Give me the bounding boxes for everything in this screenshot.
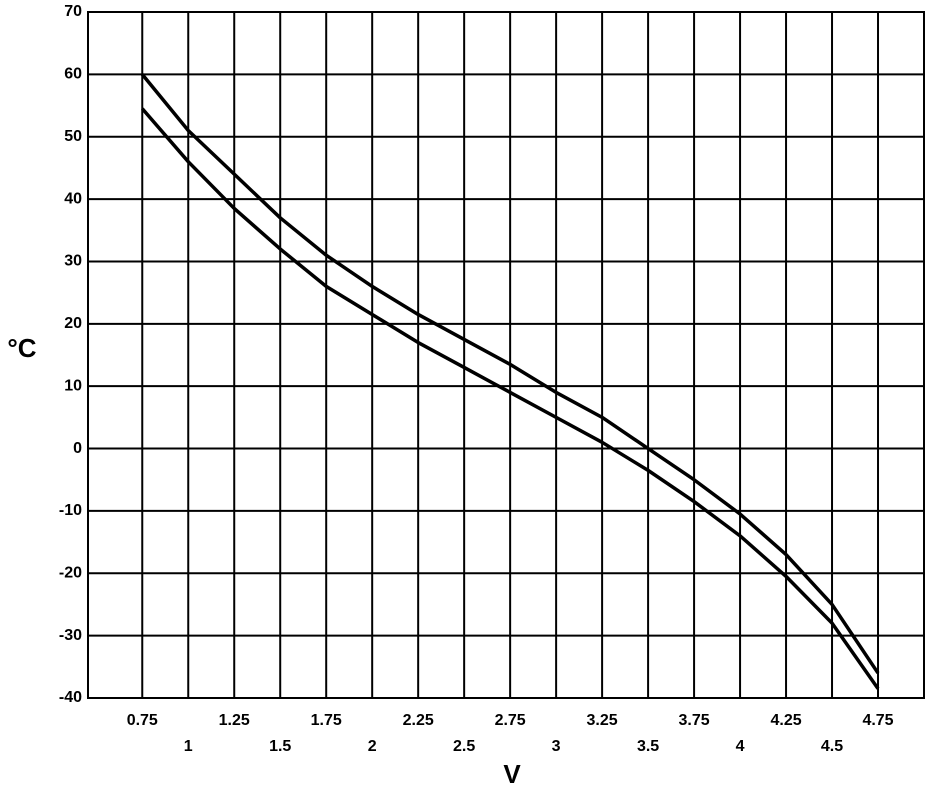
x-tick-label: 0.75 bbox=[127, 712, 158, 729]
y-tick-label: 50 bbox=[64, 128, 82, 145]
x-tick-label: 4.25 bbox=[770, 712, 801, 729]
y-tick-label: 40 bbox=[64, 190, 82, 207]
series-line bbox=[140, 73, 880, 675]
series-line bbox=[140, 107, 880, 690]
y-tick-label: 20 bbox=[64, 315, 82, 332]
x-tick-label: 2.5 bbox=[453, 738, 475, 755]
y-axis-label: °C bbox=[7, 333, 36, 363]
x-axis-label: V bbox=[503, 759, 521, 789]
x-tick-label: 1.25 bbox=[219, 712, 250, 729]
y-tick-label: 0 bbox=[73, 440, 82, 457]
x-tick-label: 3 bbox=[552, 738, 561, 755]
x-tick-label: 2.25 bbox=[403, 712, 434, 729]
x-tick-label: 4 bbox=[736, 738, 745, 755]
plot-frame bbox=[87, 11, 925, 699]
y-tick-label: 70 bbox=[64, 3, 82, 20]
x-tick-label: 3.75 bbox=[679, 712, 710, 729]
y-tick-label: 30 bbox=[64, 253, 82, 270]
y-tick-label: -10 bbox=[59, 502, 82, 519]
y-tick-label: -40 bbox=[59, 689, 82, 706]
y-tick-label: -20 bbox=[59, 564, 82, 581]
x-tick-label: 2 bbox=[368, 738, 377, 755]
x-tick-label: 3.25 bbox=[587, 712, 618, 729]
x-tick-label: 1.75 bbox=[311, 712, 342, 729]
x-tick-label: 4.5 bbox=[821, 738, 843, 755]
x-tick-label: 1.5 bbox=[269, 738, 291, 755]
y-tick-label: -30 bbox=[59, 627, 82, 644]
x-tick-label: 3.5 bbox=[637, 738, 659, 755]
x-tick-label: 1 bbox=[184, 738, 193, 755]
y-tick-label: 10 bbox=[64, 377, 82, 394]
x-tick-label: 2.75 bbox=[495, 712, 526, 729]
y-tick-label: 60 bbox=[64, 66, 82, 83]
x-tick-label: 4.75 bbox=[862, 712, 893, 729]
